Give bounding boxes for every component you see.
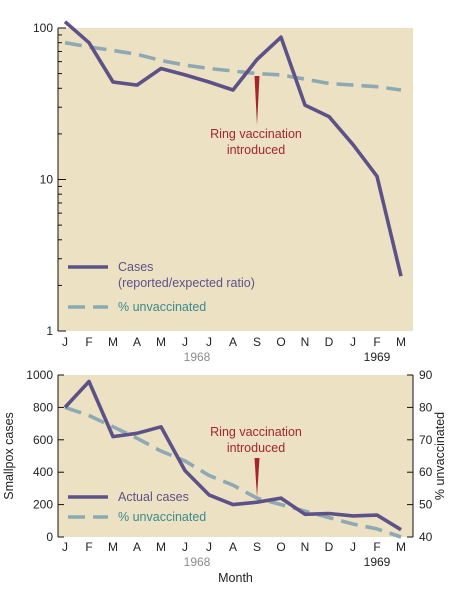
x-tick-label: A	[229, 540, 237, 554]
annotation-arrow	[254, 76, 260, 125]
y-tick-label: 1	[46, 324, 53, 338]
legend-cases-label: Actual cases	[118, 490, 189, 504]
x-tick-label: J	[62, 540, 68, 554]
x-axis-title: Month	[218, 571, 253, 585]
x-tick-label: F	[85, 335, 92, 349]
year-label: 1968	[184, 555, 211, 569]
y2-axis-title: % unvaccinated	[433, 412, 447, 500]
y-tick-label: 100	[33, 21, 53, 35]
x-tick-label: M	[156, 335, 166, 349]
x-tick-label: J	[62, 335, 68, 349]
annotation-text: Ring vaccination	[210, 425, 302, 439]
y2-tick-label: 60	[419, 465, 433, 479]
y-axis-title: Smallpox cases	[2, 412, 16, 500]
y-tick-label: 0	[46, 530, 53, 544]
chart-top-series	[63, 20, 403, 277]
year-label: 1969	[364, 350, 391, 364]
chart-bottom-axes: 0 200 400 600 800 1000 40 50 60 70 80 90 Smallpox ca…	[2, 368, 447, 585]
x-tick-label: D	[325, 540, 334, 554]
x-tick-label: O	[276, 335, 285, 349]
series-cases-line	[63, 20, 403, 277]
x-tick-label: J	[350, 540, 356, 554]
x-tick-label: F	[373, 335, 380, 349]
y-tick-label: 400	[33, 465, 53, 479]
year-label: 1968	[184, 350, 211, 364]
x-tick-label: J	[350, 335, 356, 349]
x-tick-label: A	[229, 335, 237, 349]
x-tick-label: M	[156, 540, 166, 554]
year-label: 1969	[364, 555, 391, 569]
x-tick-label: A	[133, 335, 141, 349]
y2-tick-label: 40	[419, 530, 433, 544]
series-unvaccinated-line	[64, 405, 402, 539]
legend-unvaccinated-label: % unvaccinated	[118, 300, 206, 314]
y2-tick-label: 80	[419, 400, 433, 414]
x-tick-label: S	[253, 335, 261, 349]
y-tick-label: 10	[40, 173, 54, 187]
y2-tick-label: 70	[419, 433, 433, 447]
x-tick-label: N	[301, 335, 310, 349]
chart-top-legend: Cases (reported/expected ratio) % unvaccin…	[68, 260, 255, 314]
x-tick-label: N	[301, 540, 310, 554]
y-tick-label: 200	[33, 498, 53, 512]
y-tick-label: 800	[33, 400, 53, 414]
chart-bottom-annotation: Ring vaccination introduced	[210, 425, 302, 497]
chart-bottom-series	[63, 379, 402, 539]
x-tick-label: D	[325, 335, 334, 349]
chart-top-plot-area	[58, 28, 413, 331]
x-tick-label: M	[396, 335, 406, 349]
y-tick-label: 1000	[26, 368, 53, 382]
x-tick-label: O	[276, 540, 285, 554]
chart-top-annotation: Ring vaccination introduced	[210, 76, 302, 157]
legend-cases-label: Cases	[118, 260, 153, 274]
legend-cases-label-line2: (reported/expected ratio)	[118, 276, 255, 290]
x-tick-label: S	[253, 540, 261, 554]
series-unvaccinated-line	[64, 40, 402, 92]
chart-bottom: 0 200 400 600 800 1000 40 50 60 70 80 90 Smallpox ca…	[2, 368, 447, 585]
x-tick-label: J	[206, 540, 212, 554]
x-tick-label: F	[373, 540, 380, 554]
x-tick-label: F	[85, 540, 92, 554]
x-tick-label: J	[182, 540, 188, 554]
annotation-text: introduced	[227, 143, 285, 157]
legend-unvaccinated-label: % unvaccinated	[118, 510, 206, 524]
series-actual-cases-line	[63, 379, 402, 532]
chart-top: 1 10 100 J F M A M J J A S O N D J F M 1968 1969 Ring vacci…	[33, 20, 413, 364]
y-tick-label: 600	[33, 433, 53, 447]
x-tick-label: J	[206, 335, 212, 349]
x-tick-label: M	[396, 540, 406, 554]
y2-tick-label: 90	[419, 368, 433, 382]
annotation-text: Ring vaccination	[210, 127, 302, 141]
x-tick-label: J	[182, 335, 188, 349]
chart-bottom-legend: Actual cases % unvaccinated	[68, 490, 206, 524]
x-tick-label: M	[108, 540, 118, 554]
x-tick-label: A	[133, 540, 141, 554]
chart-bottom-plot-area	[58, 375, 413, 537]
y2-tick-label: 50	[419, 498, 433, 512]
x-tick-label: M	[108, 335, 118, 349]
annotation-text: introduced	[227, 441, 285, 455]
chart-top-axes: 1 10 100 J F M A M J J A S O N D J F M 1968 1969	[33, 21, 406, 364]
annotation-arrow	[254, 458, 260, 497]
